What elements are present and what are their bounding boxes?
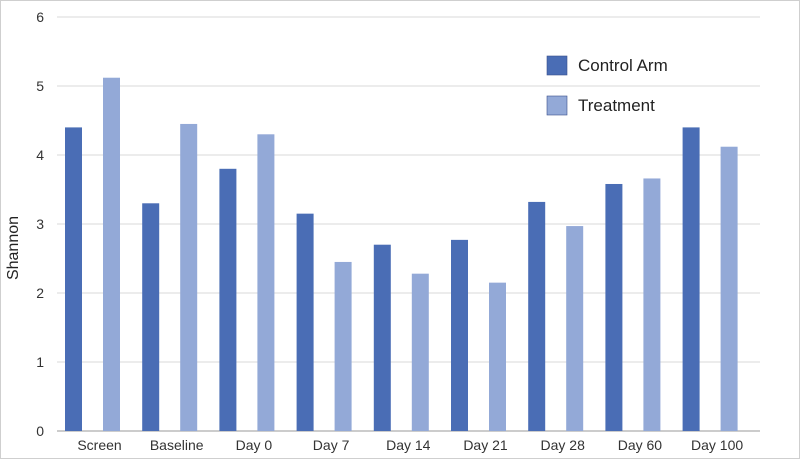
x-tick-label: Day 60	[618, 437, 663, 453]
x-tick-label: Baseline	[150, 437, 204, 453]
bar-treatment	[411, 273, 429, 431]
bars	[65, 77, 738, 432]
y-tick-label: 5	[36, 78, 44, 94]
x-tick-label: Day 28	[541, 437, 586, 453]
x-axis-ticks: Screen Baseline Day 0 Day 7 Day 14 Day 21 Day …	[77, 437, 743, 453]
bar-treatment	[643, 178, 661, 431]
y-tick-label: 0	[36, 423, 44, 439]
bar-control-arm	[219, 168, 237, 432]
x-tick-label: Day 14	[386, 437, 431, 453]
y-axis-ticks: 0 1 2 3 4 5 6	[36, 9, 44, 439]
y-tick-label: 2	[36, 285, 44, 301]
bar-control-arm	[142, 203, 160, 431]
y-tick-label: 1	[36, 354, 44, 370]
legend: Control Arm Treatment	[546, 55, 668, 116]
legend-label: Treatment	[578, 96, 655, 115]
y-tick-label: 6	[36, 9, 44, 25]
bar-treatment	[257, 134, 275, 432]
x-tick-label: Day 0	[236, 437, 273, 453]
bar-control-arm	[373, 244, 391, 431]
bar-control-arm	[682, 127, 700, 432]
x-tick-label: Day 7	[313, 437, 350, 453]
bar-control-arm	[451, 239, 468, 431]
bar-treatment	[720, 146, 738, 431]
x-tick-label: Screen	[77, 437, 121, 453]
y-tick-label: 4	[36, 147, 44, 163]
bar-control-arm	[296, 213, 314, 431]
legend-swatch	[546, 95, 568, 116]
bar-treatment	[334, 261, 352, 431]
gridlines	[57, 16, 760, 432]
legend-swatch	[546, 55, 568, 76]
y-axis-title: Shannon	[5, 216, 22, 280]
bar-treatment	[103, 77, 120, 431]
bar-control-arm	[528, 201, 546, 431]
y-tick-label: 3	[36, 216, 44, 232]
bar-treatment	[180, 123, 198, 431]
bar-treatment	[489, 282, 506, 431]
bar-control-arm	[605, 183, 623, 431]
x-tick-label: Day 21	[463, 437, 508, 453]
bar-control-arm	[65, 127, 82, 432]
legend-label: Control Arm	[578, 56, 668, 75]
bar-treatment	[566, 226, 584, 431]
x-tick-label: Day 100	[691, 437, 743, 453]
